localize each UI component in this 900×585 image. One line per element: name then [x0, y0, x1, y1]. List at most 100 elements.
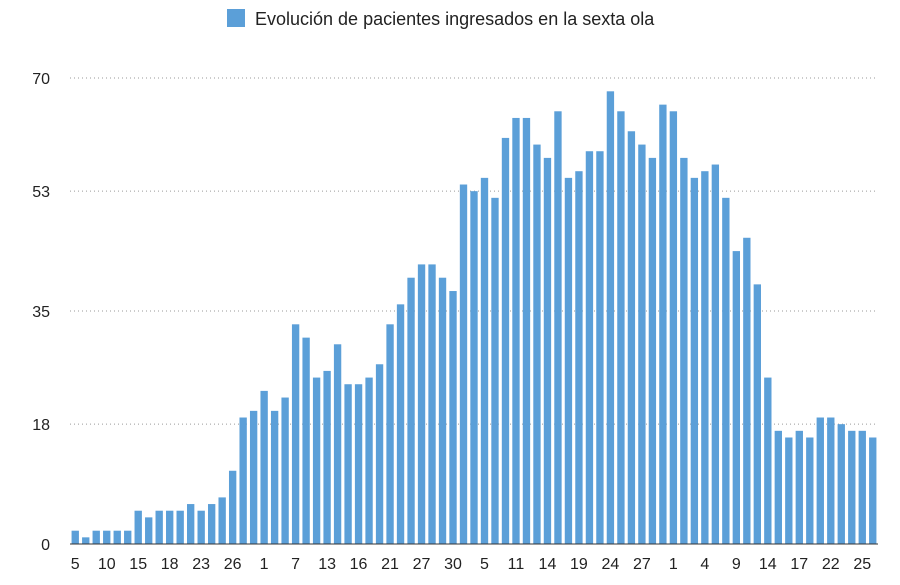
bar — [648, 157, 657, 544]
bar — [333, 344, 342, 544]
bar — [522, 117, 531, 544]
bar — [228, 470, 237, 544]
x-tick-label: 13 — [318, 556, 336, 573]
x-tick-label: 22 — [822, 556, 840, 573]
bar — [585, 151, 594, 545]
legend-label: Evolución de pacientes ingresados en la … — [255, 9, 655, 29]
bar — [145, 517, 153, 544]
bar — [669, 111, 678, 544]
bar — [470, 191, 478, 545]
bar — [449, 291, 457, 544]
x-tick-label: 18 — [161, 556, 179, 573]
bar — [459, 184, 468, 544]
bar — [239, 417, 247, 544]
bar — [543, 157, 552, 544]
bar — [680, 157, 688, 544]
bar — [187, 504, 195, 544]
bar — [438, 277, 447, 544]
bar — [260, 390, 268, 544]
bar — [103, 530, 111, 544]
x-tick-label: 10 — [98, 556, 116, 573]
bars — [70, 91, 878, 545]
y-tick-label: 0 — [41, 537, 50, 554]
bar — [249, 410, 258, 544]
bar — [722, 197, 730, 544]
bar — [732, 251, 741, 544]
x-tick-label: 5 — [71, 556, 80, 573]
legend: Evolución de pacientes ingresados en la … — [227, 9, 655, 29]
x-tick-label: 30 — [444, 556, 462, 573]
x-tick-label: 7 — [291, 556, 300, 573]
x-tick-label: 24 — [602, 556, 620, 573]
bar — [743, 237, 751, 544]
bar — [417, 264, 426, 544]
bar — [92, 530, 100, 544]
y-tick-label: 35 — [32, 304, 50, 321]
legend-swatch — [227, 9, 245, 27]
bar — [124, 530, 132, 544]
bar — [869, 437, 877, 544]
bar — [827, 417, 835, 544]
bar — [795, 430, 803, 544]
x-tick-label: 23 — [192, 556, 210, 573]
x-tick-label: 27 — [413, 556, 431, 573]
bar — [480, 177, 489, 545]
bar — [785, 437, 793, 544]
x-tick-label: 9 — [732, 556, 741, 573]
bar — [837, 424, 845, 544]
bar — [302, 337, 310, 544]
y-axis: 0 18 35 53 70 — [32, 71, 50, 554]
bar — [701, 171, 709, 544]
bar — [564, 177, 573, 545]
x-tick-label: 15 — [129, 556, 147, 573]
x-axis: 5 10 15 18 23 26 1 7 13 16 21 27 30 5 11 14 19 24 27 1 4 9 14 1… — [71, 556, 871, 573]
bar — [176, 510, 184, 544]
bar — [501, 137, 510, 544]
x-tick-label: 17 — [790, 556, 808, 573]
bar — [197, 510, 205, 544]
bar — [806, 437, 814, 544]
x-tick-label: 1 — [669, 556, 678, 573]
x-tick-label: 21 — [381, 556, 399, 573]
bar — [858, 430, 866, 544]
bar — [166, 510, 174, 544]
bar — [764, 377, 772, 544]
x-tick-label: 14 — [539, 556, 557, 573]
x-tick-label: 25 — [853, 556, 871, 573]
x-tick-label: 4 — [700, 556, 709, 573]
y-tick-label: 53 — [32, 184, 50, 201]
bar — [848, 430, 856, 544]
x-tick-label: 1 — [260, 556, 269, 573]
bar — [711, 164, 720, 545]
bar — [270, 410, 279, 544]
x-tick-label: 11 — [508, 556, 525, 573]
x-tick-label: 5 — [480, 556, 489, 573]
bar — [575, 171, 583, 544]
bar — [596, 151, 604, 545]
bar — [134, 510, 142, 544]
bar — [365, 377, 373, 544]
bar — [816, 417, 824, 544]
x-tick-label: 19 — [570, 556, 588, 573]
bar — [638, 144, 646, 544]
bar — [491, 197, 499, 544]
bar — [774, 430, 782, 544]
bar — [354, 384, 363, 544]
x-tick-label: 26 — [224, 556, 242, 573]
bar — [386, 324, 394, 544]
bar — [428, 264, 436, 544]
x-tick-label: 16 — [350, 556, 368, 573]
bar — [617, 111, 625, 544]
bar — [606, 91, 615, 544]
bar — [113, 530, 121, 544]
bar — [312, 377, 321, 544]
bar — [323, 370, 331, 544]
bar — [512, 117, 520, 544]
bar — [627, 131, 636, 544]
bar — [71, 530, 79, 544]
x-tick-label: 27 — [633, 556, 651, 573]
bar — [554, 111, 562, 544]
bar — [207, 504, 216, 544]
bar — [753, 284, 761, 544]
